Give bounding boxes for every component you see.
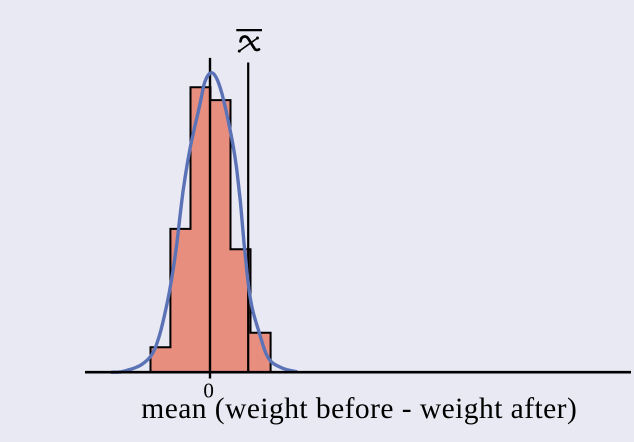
svg-text:0: 0 [203,379,214,403]
svg-text:mean (weight before - weight a: mean (weight before - weight after) [141,393,577,425]
